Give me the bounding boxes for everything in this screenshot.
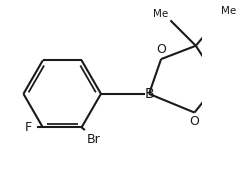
Text: Me: Me <box>221 6 236 16</box>
Text: Me: Me <box>153 9 168 19</box>
Text: O: O <box>156 43 166 57</box>
Text: O: O <box>190 115 200 128</box>
Text: Me: Me <box>249 45 250 55</box>
Text: Me: Me <box>249 109 250 119</box>
Text: Br: Br <box>86 133 100 146</box>
Text: B: B <box>144 87 154 101</box>
Text: F: F <box>24 121 32 134</box>
